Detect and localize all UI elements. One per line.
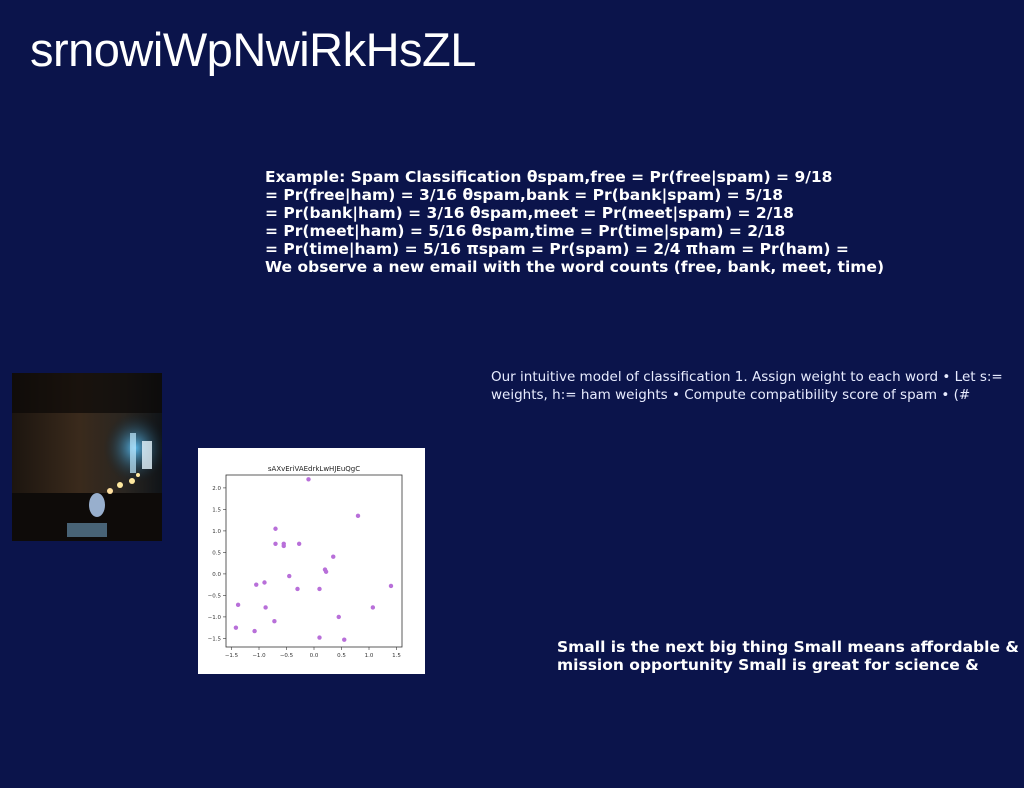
scatter-point [317, 586, 322, 592]
scatter-point [262, 580, 267, 585]
y-tick-label: 1.5 [212, 507, 221, 513]
small-is-big-text: Small is the next big thing Small means … [557, 638, 1024, 674]
x-tick-label: −1.5 [225, 653, 239, 659]
scatter-point [281, 541, 286, 546]
spam-line: = Pr(meet|ham) = 5/16 θspam,time = Pr(ti… [265, 222, 786, 240]
spam-classification-text: Example: Spam Classification θspam,free … [265, 168, 915, 276]
spam-line: = Pr(free|ham) = 3/16 θspam,bank = Pr(ba… [265, 186, 784, 204]
x-tick-label: −0.5 [280, 653, 294, 659]
spam-line: = Pr(time|ham) = 5/16 πspam = Pr(spam) =… [265, 240, 849, 258]
x-tick-label: 0.0 [310, 653, 319, 659]
scatter-point [296, 541, 302, 546]
scatter-point [370, 605, 376, 610]
x-tick-label: 1.0 [365, 653, 374, 659]
intuitive-model-text: Our intuitive model of classification 1.… [491, 368, 1024, 404]
scatter-point [233, 625, 239, 630]
scatter-point [273, 541, 278, 546]
y-tick-label: −1.5 [208, 636, 222, 642]
scatter-point [355, 513, 361, 519]
x-tick-label: 1.5 [392, 653, 401, 659]
small-line: Small is the next big thing Small means … [557, 638, 1019, 656]
intuitive-line: weights, h:= ham weights • Compute compa… [491, 387, 971, 403]
scatter-point [317, 635, 322, 640]
scatter-point [263, 605, 268, 610]
scatter-point [342, 637, 347, 642]
scatter-point [272, 619, 277, 624]
scatter-point [323, 569, 329, 574]
y-tick-label: −0.5 [208, 593, 222, 599]
scatter-point [235, 602, 241, 608]
plot-frame [225, 474, 403, 648]
scatter-point [336, 614, 341, 620]
scatter-point [331, 554, 336, 559]
y-tick-label: −1.0 [208, 615, 222, 621]
x-tick-label: −1.0 [252, 653, 266, 659]
scatter-point [306, 477, 311, 482]
scatter-point [295, 586, 300, 592]
y-tick-label: 0.0 [212, 572, 221, 578]
chart-title: sAXvEriVAEdrkLwHJEuQgC [268, 465, 360, 473]
scatter-point [388, 583, 394, 589]
x-tick-label: 0.5 [337, 653, 346, 659]
spam-line: We observe a new email with the word cou… [265, 258, 885, 276]
y-tick-label: 1.0 [212, 529, 221, 535]
scatter-point [254, 582, 259, 587]
slide-title: srnowiWpNwiRkHsZL [30, 23, 476, 76]
scatter-point [252, 628, 257, 634]
y-tick-label: 2.0 [212, 486, 221, 492]
scatter-point [287, 573, 292, 579]
scatter-plot: sAXvEriVAEdrkLwHJEuQgC −1.5 −1.0 −0.5 0.0 0.… [208, 465, 403, 659]
dark-tunnel-photo [12, 373, 162, 541]
spam-line: = Pr(bank|ham) = 3/16 θspam,meet = Pr(me… [265, 204, 794, 222]
scatter-plot-panel: sAXvEriVAEdrkLwHJEuQgC −1.5 −1.0 −0.5 0.0 0.… [198, 448, 425, 674]
small-line: mission opportunity Small is great for s… [557, 656, 979, 674]
scatter-point [273, 526, 278, 531]
intuitive-line: Our intuitive model of classification 1.… [491, 369, 1003, 385]
spam-line: Example: Spam Classification θspam,free … [265, 168, 833, 186]
y-tick-label: 0.5 [212, 550, 221, 556]
